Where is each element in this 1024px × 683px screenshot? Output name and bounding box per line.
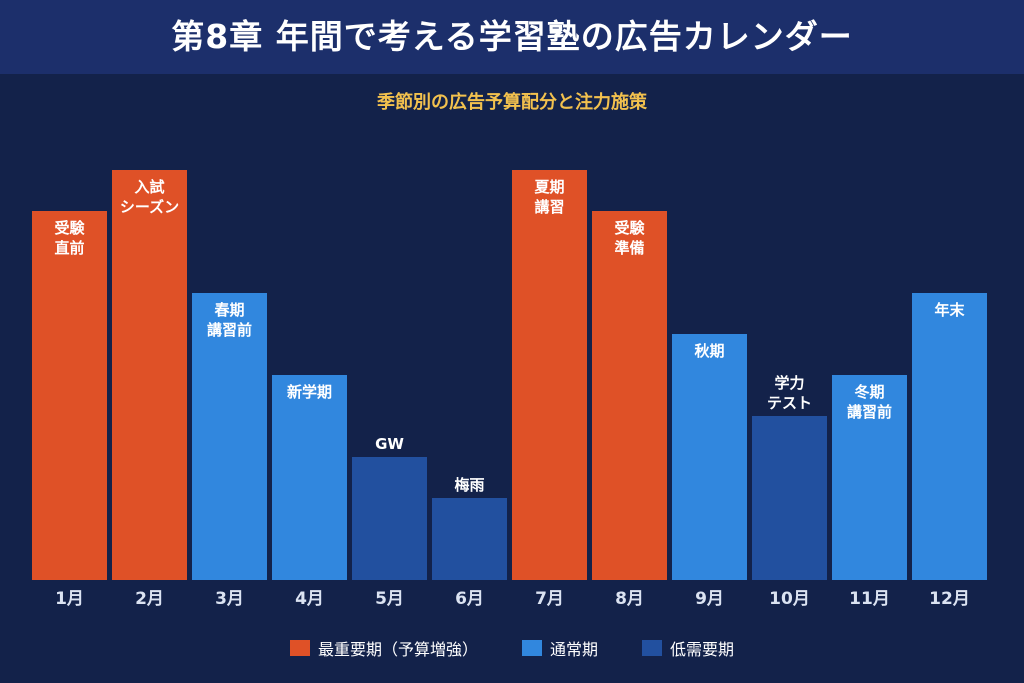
header-bar xyxy=(0,0,1024,74)
bar-annotation-2-line-1: 入試 xyxy=(134,178,164,196)
x-tick-label-1: 1月 xyxy=(55,589,84,609)
bar-4 xyxy=(272,375,347,580)
chart-legend: 最重要期（予算増強） 通常期 低需要期 xyxy=(0,636,1024,660)
bar-annotation-7-line-2: 講習 xyxy=(534,198,564,216)
page-title: 第8章 年間で考える学習塾の広告カレンダー xyxy=(171,17,853,56)
bar-annotation-10-line-1: 学力 xyxy=(774,374,804,392)
bar-2 xyxy=(112,170,187,580)
bar-annotation-1-line-1: 受験 xyxy=(54,219,85,237)
legend-item-normal: 通常期 xyxy=(521,636,598,660)
bar-annotation-8-line-1: 受験 xyxy=(614,219,645,237)
bar-3 xyxy=(192,293,267,580)
bar-1 xyxy=(32,211,107,580)
x-tick-label-5: 5月 xyxy=(375,589,404,609)
legend-label-normal: 通常期 xyxy=(549,640,598,659)
bar-8 xyxy=(592,211,667,580)
x-tick-label-2: 2月 xyxy=(135,589,164,609)
bar-7 xyxy=(512,170,587,580)
x-tick-label-9: 9月 xyxy=(695,589,724,609)
x-tick-label-11: 11月 xyxy=(849,589,890,609)
bar-annotation-10-line-2: テスト xyxy=(767,394,812,412)
legend-swatch-peak xyxy=(289,640,310,656)
x-tick-label-7: 7月 xyxy=(535,589,564,609)
legend-swatch-normal xyxy=(521,640,542,656)
bar-annotation-11-line-2: 講習前 xyxy=(847,403,892,421)
x-tick-label-4: 4月 xyxy=(295,589,324,609)
bar-annotation-12-line-1: 年末 xyxy=(934,301,965,319)
bar-annotation-6-line-1: 梅雨 xyxy=(454,476,484,494)
bar-annotation-9-line-1: 秋期 xyxy=(694,342,724,360)
legend-label-peak: 最重要期（予算増強） xyxy=(317,640,478,659)
x-tick-label-3: 3月 xyxy=(215,589,244,609)
x-tick-label-6: 6月 xyxy=(455,589,484,609)
legend-item-peak: 最重要期（予算増強） xyxy=(289,636,478,660)
bar-annotation-3-line-1: 春期 xyxy=(214,301,244,319)
legend-item-low: 低需要期 xyxy=(642,636,734,660)
bar-12 xyxy=(912,293,987,580)
bar-annotation-11-line-1: 冬期 xyxy=(854,383,884,401)
bar-annotation-1-line-2: 直前 xyxy=(54,239,84,257)
x-tick-label-12: 12月 xyxy=(929,589,970,609)
bar-annotation-5-line-1: GW xyxy=(375,435,404,453)
chart-title: 季節別の広告予算配分と注力施策 xyxy=(377,92,647,113)
bar-annotation-8-line-2: 準備 xyxy=(614,239,644,257)
legend-label-low: 低需要期 xyxy=(670,640,735,659)
x-tick-label-10: 10月 xyxy=(769,589,810,609)
bar-annotation-4-line-1: 新学期 xyxy=(287,383,332,401)
bar-annotation-7-line-1: 夏期 xyxy=(533,178,564,196)
bar-annotation-2-line-2: シーズン xyxy=(120,198,179,216)
bar-annotation-3-line-2: 講習前 xyxy=(207,321,252,339)
legend-swatch-low xyxy=(642,640,662,656)
bar-10 xyxy=(752,416,827,580)
bar-11 xyxy=(832,375,907,580)
bar-6 xyxy=(432,498,507,580)
bar-9 xyxy=(672,334,747,580)
x-tick-label-8: 8月 xyxy=(615,589,644,609)
bar-5 xyxy=(352,457,427,580)
